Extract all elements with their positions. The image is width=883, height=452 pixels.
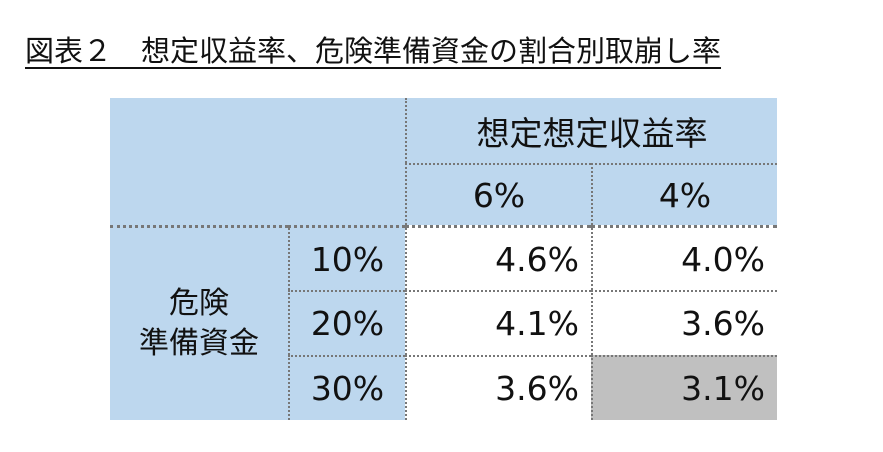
row-group-header: 危険 準備資金 — [110, 225, 288, 420]
title: 図表２ 想定収益率、危険準備資金の割合別取崩し率 — [25, 34, 722, 68]
column-header: 4% — [591, 163, 777, 225]
row-header: 20% — [288, 290, 405, 355]
value-cell: 4.6% — [405, 225, 591, 290]
value-cell: 3.6% — [405, 355, 591, 420]
row-group-line: 危険 — [169, 286, 229, 321]
value-cell: 4.1% — [405, 290, 591, 355]
column-group-header: 想定想定収益率 — [405, 98, 777, 163]
row-group-line: 準備資金 — [139, 326, 259, 361]
column-header: 6% — [405, 163, 591, 225]
corner-cell — [110, 98, 405, 225]
row-header: 30% — [288, 355, 405, 420]
value-cell: 3.6% — [591, 290, 777, 355]
row-header: 10% — [288, 225, 405, 290]
value-cell: 3.1% — [591, 355, 777, 420]
value-cell: 4.0% — [591, 225, 777, 290]
